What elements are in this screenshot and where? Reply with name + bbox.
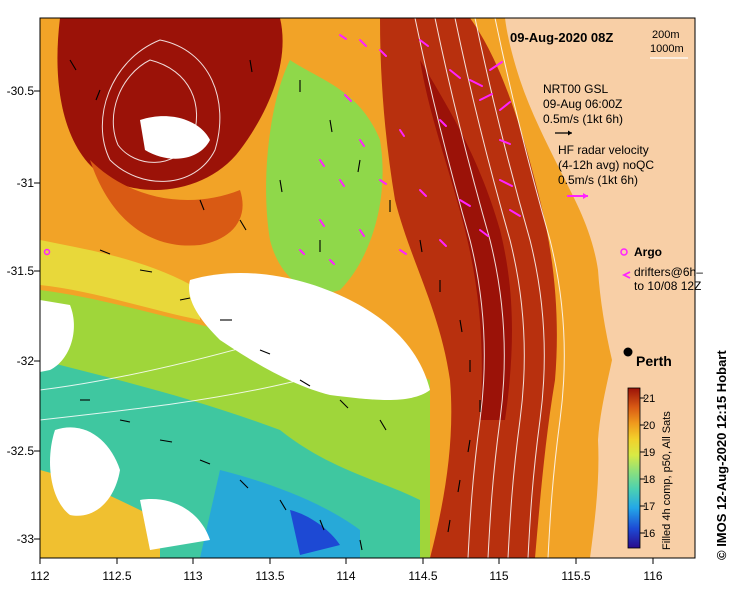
cloud-gap-south	[140, 499, 210, 550]
vector-legend: NRT00 GSL 09-Aug 06:00Z 0.5m/s (1kt 6h) …	[543, 82, 703, 293]
sst-yellow-mid	[40, 240, 200, 320]
y-tick: -31	[17, 176, 35, 190]
land-mass	[505, 18, 695, 558]
gsl-legend-scale: 0.5m/s (1kt 6h)	[543, 112, 623, 126]
colorbar-tick-19: 19	[643, 447, 655, 459]
sst-warm-eddy	[57, 18, 283, 190]
sst-warm-eddy-edge	[90, 160, 243, 246]
drifter-legend-marker	[621, 271, 631, 279]
map-title: 09-Aug-2020 08Z	[510, 30, 613, 45]
x-axis-ticks	[39, 558, 654, 564]
sst-colorbar: 21 20 19 18 17 16 Filled 4h comp, p50, A…	[627, 387, 673, 550]
colorbar-tick-21: 21	[643, 393, 655, 405]
map-border	[39, 17, 696, 559]
cloud-gap-ne	[140, 116, 210, 159]
gsl-current-vectors	[69, 59, 481, 551]
colorbar-tick-20: 20	[643, 420, 655, 432]
map-panel: Perth	[40, 18, 695, 558]
gsl-legend-line2: 09-Aug 06:00Z	[543, 97, 622, 111]
colorbar-gradient	[627, 387, 641, 549]
x-tick: 114	[336, 569, 355, 583]
hf-scale-arrowhead	[583, 193, 588, 199]
sst-leeuwin-current	[380, 18, 557, 558]
x-tick: 116	[643, 569, 662, 583]
x-tick: 112.5	[102, 569, 131, 583]
sst-current-core	[420, 60, 512, 420]
gsl-legend-line1: NRT00 GSL	[543, 82, 608, 96]
drifter-legend-line1: drifters@6h–	[634, 265, 703, 279]
imos-credit: © IMOS 12-Aug-2020 12:15 Hobart	[714, 350, 729, 560]
gsl-scale-arrowhead	[568, 130, 572, 136]
sst-blue-patch	[290, 510, 340, 555]
x-tick: 115	[489, 569, 508, 583]
y-tick: -33	[17, 532, 35, 546]
drifter-legend-line2: to 10/08 12Z	[634, 279, 701, 293]
colorbar-ticks	[640, 397, 645, 534]
contour-label-200m: 200m	[652, 29, 680, 41]
argo-float-marker	[43, 248, 51, 256]
sst-green-mid	[266, 60, 383, 293]
x-tick: 115.5	[561, 569, 590, 583]
argo-legend-label: Argo	[634, 245, 662, 259]
y-tick: -30.5	[7, 84, 35, 98]
x-tick: 113	[183, 569, 202, 583]
cloud-gap-center	[189, 272, 430, 400]
hf-legend-line1: HF radar velocity	[558, 143, 649, 157]
hf-legend-line2: (4-12h avg) noQC	[558, 158, 654, 172]
colorbar-tick-17: 17	[643, 501, 655, 513]
contour-label-1000m: 1000m	[650, 43, 684, 55]
cloud-gap-west	[40, 300, 74, 372]
argo-legend-marker	[620, 248, 628, 256]
hf-legend-scale: 0.5m/s (1kt 6h)	[558, 173, 638, 187]
x-axis-labels: 112 112.5 113 113.5 114 114.5 115 115.5 …	[30, 569, 662, 583]
colorbar-title: Filled 4h comp, p50, All Sats	[661, 411, 673, 550]
hf-radar-vectors	[299, 34, 521, 265]
x-tick: 112	[30, 569, 49, 583]
x-tick: 113.5	[255, 569, 284, 583]
perth-marker	[623, 347, 633, 357]
colorbar-tick-16: 16	[643, 528, 655, 540]
y-tick: -32	[17, 354, 35, 368]
y-axis-ticks	[34, 90, 40, 540]
y-tick: -31.5	[7, 264, 35, 278]
y-tick: -32.5	[7, 444, 35, 458]
bathymetry-contours	[40, 18, 565, 558]
perth-label: Perth	[636, 353, 672, 369]
x-tick: 114.5	[408, 569, 437, 583]
colorbar-tick-18: 18	[643, 474, 655, 486]
y-axis-labels: -30.5 -31 -31.5 -32 -32.5 -33	[7, 84, 35, 546]
cloud-gap-sw	[50, 427, 120, 516]
